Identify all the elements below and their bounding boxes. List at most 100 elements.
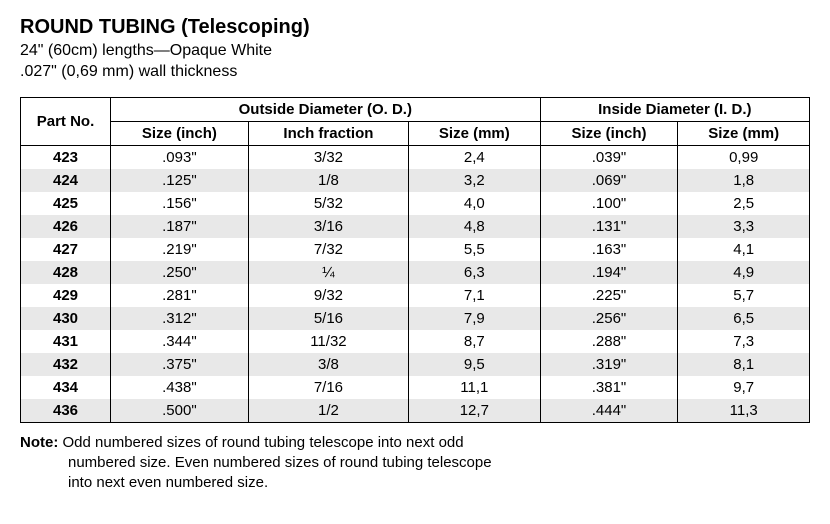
header-id-group: Inside Diameter (I. D.) — [540, 97, 809, 121]
cell-od-in: .312" — [111, 307, 249, 330]
cell-od-frac: 7/32 — [248, 238, 408, 261]
cell-od-in: .125" — [111, 169, 249, 192]
cell-id-in: .444" — [540, 399, 678, 423]
cell-od-frac: 5/16 — [248, 307, 408, 330]
header-od-group: Outside Diameter (O. D.) — [111, 97, 541, 121]
cell-od-in: .438" — [111, 376, 249, 399]
cell-id-mm: 4,1 — [678, 238, 810, 261]
cell-od-in: .187" — [111, 215, 249, 238]
table-row: 431.344"11/328,7.288"7,3 — [21, 330, 810, 353]
cell-id-in: .131" — [540, 215, 678, 238]
header-od-size-inch: Size (inch) — [111, 121, 249, 145]
table-row: 428.250"¼6,3.194"4,9 — [21, 261, 810, 284]
cell-od-in: .250" — [111, 261, 249, 284]
cell-id-mm: 9,7 — [678, 376, 810, 399]
tubing-table: Part No. Outside Diameter (O. D.) Inside… — [20, 97, 810, 423]
cell-id-in: .288" — [540, 330, 678, 353]
header-od-fraction: Inch fraction — [248, 121, 408, 145]
cell-id-in: .163" — [540, 238, 678, 261]
cell-id-mm: 1,8 — [678, 169, 810, 192]
cell-od-in: .500" — [111, 399, 249, 423]
cell-id-mm: 11,3 — [678, 399, 810, 423]
table-row: 432.375"3/89,5.319"8,1 — [21, 353, 810, 376]
table-row: 425.156"5/324,0.100"2,5 — [21, 192, 810, 215]
table-row: 424.125"1/83,2.069"1,8 — [21, 169, 810, 192]
note-line-3: into next even numbered size. — [20, 473, 810, 493]
header-id-size-mm: Size (mm) — [678, 121, 810, 145]
cell-od-in: .093" — [111, 145, 249, 169]
table-row: 429.281"9/327,1.225"5,7 — [21, 284, 810, 307]
cell-od-mm: 7,1 — [409, 284, 541, 307]
cell-od-mm: 4,8 — [409, 215, 541, 238]
cell-od-in: .375" — [111, 353, 249, 376]
cell-od-in: .344" — [111, 330, 249, 353]
header-id-size-inch: Size (inch) — [540, 121, 678, 145]
cell-id-mm: 8,1 — [678, 353, 810, 376]
cell-od-frac: 5/32 — [248, 192, 408, 215]
header-part-no: Part No. — [21, 97, 111, 145]
cell-part: 425 — [21, 192, 111, 215]
note-label: Note: — [20, 434, 58, 451]
page-title: ROUND TUBING (Telescoping) — [20, 16, 810, 39]
cell-id-in: .069" — [540, 169, 678, 192]
table-row: 436.500"1/212,7.444"11,3 — [21, 399, 810, 423]
cell-od-frac: 3/8 — [248, 353, 408, 376]
cell-od-mm: 2,4 — [409, 145, 541, 169]
cell-id-in: .100" — [540, 192, 678, 215]
cell-od-frac: 11/32 — [248, 330, 408, 353]
cell-part: 436 — [21, 399, 111, 423]
cell-id-in: .256" — [540, 307, 678, 330]
cell-id-in: .225" — [540, 284, 678, 307]
cell-od-in: .156" — [111, 192, 249, 215]
cell-od-mm: 4,0 — [409, 192, 541, 215]
cell-od-frac: 1/2 — [248, 399, 408, 423]
footnote: Note: Odd numbered sizes of round tubing… — [20, 433, 810, 494]
cell-part: 429 — [21, 284, 111, 307]
cell-id-mm: 7,3 — [678, 330, 810, 353]
cell-id-mm: 6,5 — [678, 307, 810, 330]
cell-od-in: .281" — [111, 284, 249, 307]
cell-id-mm: 5,7 — [678, 284, 810, 307]
cell-od-frac: 3/16 — [248, 215, 408, 238]
cell-id-in: .381" — [540, 376, 678, 399]
cell-id-mm: 3,3 — [678, 215, 810, 238]
cell-od-mm: 8,7 — [409, 330, 541, 353]
cell-od-frac: 9/32 — [248, 284, 408, 307]
subtitle-line-1: 24" (60cm) lengths—Opaque White — [20, 41, 810, 62]
note-line-2: numbered size. Even numbered sizes of ro… — [20, 453, 810, 473]
cell-od-mm: 9,5 — [409, 353, 541, 376]
table-row: 426.187"3/164,8.131"3,3 — [21, 215, 810, 238]
cell-od-mm: 5,5 — [409, 238, 541, 261]
cell-part: 430 — [21, 307, 111, 330]
cell-od-frac: ¼ — [248, 261, 408, 284]
cell-part: 432 — [21, 353, 111, 376]
cell-part: 423 — [21, 145, 111, 169]
header-od-size-mm: Size (mm) — [409, 121, 541, 145]
table-row: 430.312"5/167,9.256"6,5 — [21, 307, 810, 330]
cell-part: 431 — [21, 330, 111, 353]
cell-od-frac: 7/16 — [248, 376, 408, 399]
cell-id-mm: 4,9 — [678, 261, 810, 284]
cell-od-mm: 3,2 — [409, 169, 541, 192]
cell-od-frac: 3/32 — [248, 145, 408, 169]
cell-od-mm: 7,9 — [409, 307, 541, 330]
cell-part: 428 — [21, 261, 111, 284]
note-line-1: Odd numbered sizes of round tubing teles… — [63, 434, 464, 451]
cell-part: 426 — [21, 215, 111, 238]
cell-part: 424 — [21, 169, 111, 192]
subtitle-line-2: .027" (0,69 mm) wall thickness — [20, 62, 810, 83]
cell-od-mm: 6,3 — [409, 261, 541, 284]
cell-id-in: .319" — [540, 353, 678, 376]
cell-od-in: .219" — [111, 238, 249, 261]
cell-id-mm: 2,5 — [678, 192, 810, 215]
cell-id-mm: 0,99 — [678, 145, 810, 169]
table-row: 423.093"3/322,4.039"0,99 — [21, 145, 810, 169]
table-row: 434.438"7/1611,1.381"9,7 — [21, 376, 810, 399]
cell-od-mm: 12,7 — [409, 399, 541, 423]
table-row: 427.219"7/325,5.163"4,1 — [21, 238, 810, 261]
cell-id-in: .194" — [540, 261, 678, 284]
tubing-table-body: 423.093"3/322,4.039"0,99424.125"1/83,2.0… — [21, 145, 810, 422]
cell-od-frac: 1/8 — [248, 169, 408, 192]
cell-od-mm: 11,1 — [409, 376, 541, 399]
cell-part: 434 — [21, 376, 111, 399]
